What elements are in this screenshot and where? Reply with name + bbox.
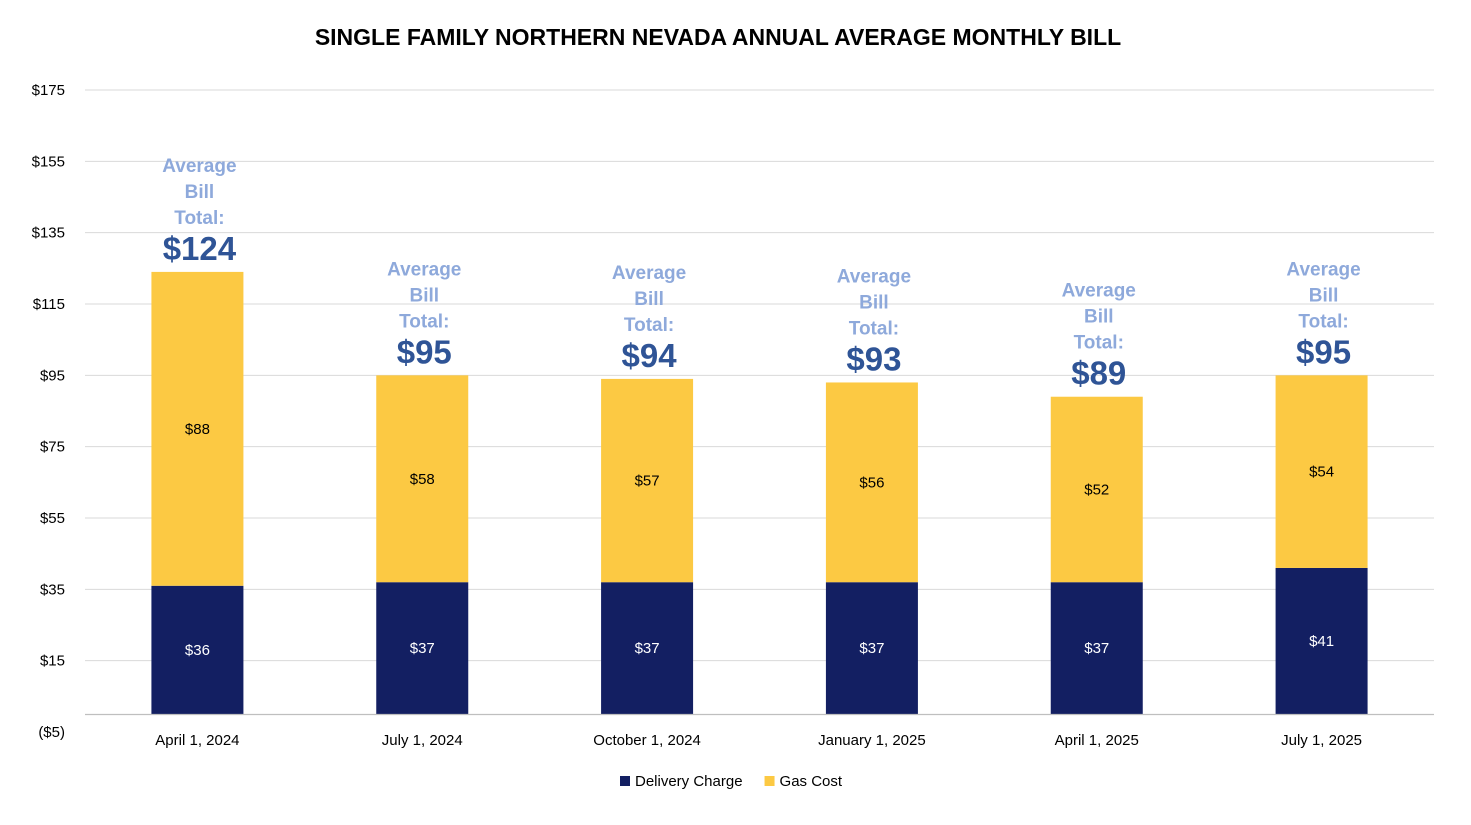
x-axis-tick-labels: April 1, 2024 July 1, 2024 October 1, 2024… bbox=[155, 732, 1362, 749]
x-tick-label: April 1, 2024 bbox=[155, 732, 239, 749]
average-bill-total-caption: Total: bbox=[174, 208, 224, 229]
delivery-charge-bar bbox=[1050, 582, 1143, 715]
total-value-label: $124 bbox=[163, 230, 237, 267]
average-bill-total-caption: Total: bbox=[399, 311, 449, 332]
average-bill-total-caption: Average bbox=[837, 266, 911, 287]
segment-labels: $36 $88 $37 $58 $37 $57 $37 $56 $37 $52 $41 $54 bbox=[185, 421, 1334, 659]
bars bbox=[151, 271, 1368, 715]
delivery-charge-data-label: $36 bbox=[185, 642, 210, 659]
delivery-charge-data-label: $37 bbox=[635, 640, 660, 657]
average-bill-total-caption: Total: bbox=[849, 318, 899, 339]
x-tick-label: July 1, 2025 bbox=[1281, 732, 1362, 749]
delivery-charge-bar bbox=[825, 582, 918, 715]
gas-cost-bar bbox=[825, 382, 918, 583]
x-tick-label: October 1, 2024 bbox=[593, 732, 701, 749]
gas-cost-bar bbox=[1275, 375, 1368, 568]
delivery-charge-data-label: $37 bbox=[410, 640, 435, 657]
gas-cost-legend-label: Gas Cost bbox=[780, 773, 843, 790]
y-tick-label: $155 bbox=[32, 153, 65, 170]
gas-cost-bar bbox=[601, 378, 694, 583]
x-tick-label: July 1, 2024 bbox=[382, 732, 463, 749]
y-tick-label: $55 bbox=[40, 510, 65, 527]
average-bill-total-caption: Bill bbox=[185, 182, 215, 203]
chart-title: SINGLE FAMILY NORTHERN NEVADA ANNUAL AVE… bbox=[315, 24, 1121, 50]
y-tick-label: $135 bbox=[32, 225, 65, 242]
total-value-label: $89 bbox=[1071, 355, 1126, 392]
average-bill-total-caption: Average bbox=[1286, 259, 1360, 280]
delivery-charge-bar bbox=[151, 585, 244, 715]
gas-cost-data-label: $52 bbox=[1084, 481, 1109, 498]
x-tick-label: April 1, 2025 bbox=[1055, 732, 1139, 749]
average-bill-total-caption: Average bbox=[612, 263, 686, 284]
delivery-charge-bar bbox=[376, 582, 469, 715]
delivery-charge-bar bbox=[601, 582, 694, 715]
gas-cost-data-label: $56 bbox=[859, 474, 884, 491]
y-tick-label: $175 bbox=[32, 82, 65, 99]
total-annotations: $124AverageBillTotal:$95AverageBillTotal… bbox=[162, 156, 1360, 392]
gas-cost-bar bbox=[151, 271, 244, 586]
average-bill-total-caption: Total: bbox=[624, 315, 674, 336]
delivery-charge-bar bbox=[1275, 567, 1368, 715]
average-bill-total-caption: Bill bbox=[859, 292, 889, 313]
average-bill-total-caption: Bill bbox=[1084, 307, 1114, 328]
gas-cost-data-label: $88 bbox=[185, 421, 210, 438]
x-tick-label: January 1, 2025 bbox=[818, 732, 926, 749]
gas-cost-data-label: $54 bbox=[1309, 464, 1334, 481]
delivery-charge-data-label: $41 bbox=[1309, 633, 1334, 650]
gas-cost-bar bbox=[1050, 396, 1143, 583]
average-bill-total-caption: Average bbox=[162, 156, 236, 177]
average-bill-total-caption: Average bbox=[387, 259, 461, 280]
y-axis-tick-labels: $175 $155 $135 $115 $95 $75 $55 $35 $15 ($5) bbox=[32, 82, 65, 741]
average-bill-total-caption: Total: bbox=[1298, 311, 1348, 332]
y-tick-label: $35 bbox=[40, 581, 65, 598]
y-tick-label: $115 bbox=[33, 296, 65, 313]
gas-cost-bar bbox=[376, 375, 469, 583]
total-value-label: $95 bbox=[1296, 333, 1351, 370]
average-bill-total-caption: Bill bbox=[1309, 285, 1339, 306]
y-tick-label: ($5) bbox=[38, 724, 65, 741]
gas-cost-data-label: $58 bbox=[410, 471, 435, 488]
average-bill-total-caption: Total: bbox=[1074, 333, 1124, 354]
average-bill-total-caption: Bill bbox=[634, 289, 664, 310]
total-value-label: $94 bbox=[622, 337, 678, 374]
total-value-label: $93 bbox=[846, 340, 901, 377]
y-tick-label: $75 bbox=[40, 439, 65, 456]
average-bill-total-caption: Bill bbox=[409, 285, 439, 306]
delivery-charge-legend-label: Delivery Charge bbox=[635, 773, 743, 790]
total-value-label: $95 bbox=[397, 333, 452, 370]
legend: Delivery Charge Gas Cost bbox=[620, 773, 843, 790]
average-bill-total-caption: Average bbox=[1062, 281, 1136, 302]
delivery-charge-data-label: $37 bbox=[1084, 640, 1109, 657]
delivery-charge-data-label: $37 bbox=[859, 640, 884, 657]
y-tick-label: $15 bbox=[40, 653, 65, 670]
gridlines bbox=[85, 89, 1434, 662]
delivery-charge-legend-swatch bbox=[620, 776, 630, 786]
y-tick-label: $95 bbox=[40, 367, 65, 384]
gas-cost-legend-swatch bbox=[764, 776, 775, 786]
gas-cost-data-label: $57 bbox=[635, 473, 660, 490]
